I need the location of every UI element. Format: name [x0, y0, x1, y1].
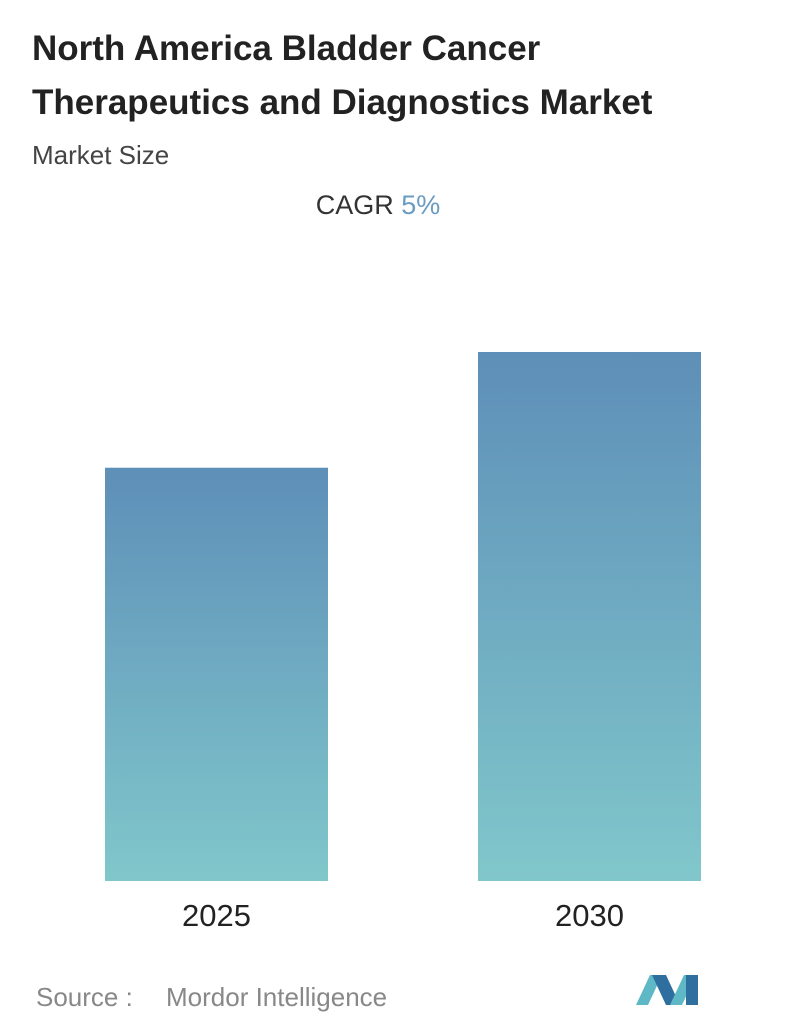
x-tick-label: 2025 — [182, 898, 251, 933]
source-label: Source : — [36, 982, 133, 1012]
x-tick-label: 2030 — [555, 898, 624, 933]
source: Mordor Intelligence — [166, 982, 387, 1012]
chart-subtitle: Market Size — [32, 140, 170, 170]
bar — [105, 467, 328, 881]
chart-title: North America Bladder Cancer Therapeutic… — [32, 29, 653, 122]
bar — [478, 352, 701, 881]
cagr: CAGR 5% — [0, 190, 756, 221]
cagr-value: 5% — [401, 190, 441, 220]
logo — [636, 975, 698, 1005]
cagr-label: CAGR — [315, 190, 394, 220]
